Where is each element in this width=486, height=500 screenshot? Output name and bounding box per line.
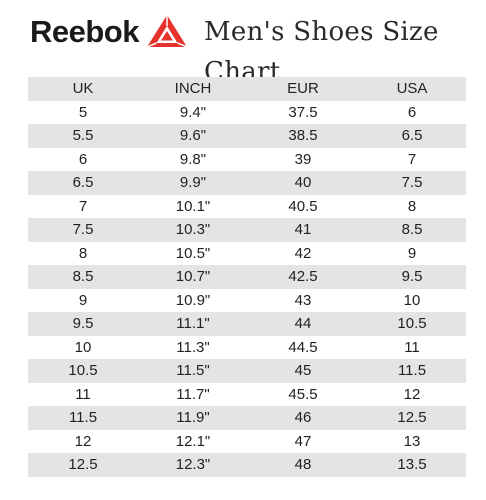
table-row: 8.5 10.7" 42.5 9.5 bbox=[28, 265, 466, 289]
cell-uk-size: 7 bbox=[78, 197, 88, 215]
cell-eur-size: 43 bbox=[294, 291, 312, 309]
cell-usa-size: 13 bbox=[403, 432, 421, 450]
cell-usa-size: 8 bbox=[407, 197, 417, 215]
cell-eur-size: 40 bbox=[294, 174, 312, 192]
cell-usa-size: 9.5 bbox=[401, 268, 423, 286]
cell-inch-length: 11.3" bbox=[176, 338, 210, 356]
cell-usa-size: 10 bbox=[403, 291, 421, 309]
cell-inch-length: 11.5" bbox=[176, 362, 210, 380]
header: Reebok Men's Shoes Size Chart bbox=[0, 0, 486, 87]
cell-inch-length: 11.7" bbox=[176, 385, 210, 403]
column-header-usa: USA bbox=[396, 80, 428, 98]
cell-uk-size: 12 bbox=[74, 432, 92, 450]
table-row: 10 11.3" 44.5 11 bbox=[28, 336, 466, 360]
cell-inch-length: 11.1" bbox=[176, 315, 210, 333]
cell-eur-size: 47 bbox=[294, 432, 312, 450]
table-row: 9 10.9" 43 10 bbox=[28, 289, 466, 313]
table-row: 12 12.1" 47 13 bbox=[28, 430, 466, 454]
cell-usa-size: 11.5 bbox=[397, 362, 427, 380]
cell-eur-size: 45 bbox=[294, 362, 312, 380]
cell-eur-size: 38.5 bbox=[288, 127, 318, 145]
reebok-delta-logo-icon bbox=[146, 15, 188, 48]
table-row: 12.5 12.3" 48 13.5 bbox=[28, 453, 466, 477]
cell-usa-size: 8.5 bbox=[401, 221, 423, 239]
cell-usa-size: 12 bbox=[403, 385, 421, 403]
cell-uk-size: 8.5 bbox=[72, 268, 94, 286]
table-row: 6.5 9.9" 40 7.5 bbox=[28, 171, 466, 195]
table-row: 7.5 10.3" 41 8.5 bbox=[28, 218, 466, 242]
table-row: 7 10.1" 40.5 8 bbox=[28, 195, 466, 219]
cell-eur-size: 42.5 bbox=[288, 268, 318, 286]
table-row: 8 10.5" 42 9 bbox=[28, 242, 466, 266]
cell-uk-size: 12.5 bbox=[68, 456, 98, 474]
cell-inch-length: 10.3" bbox=[175, 221, 211, 239]
cell-inch-length: 12.3" bbox=[175, 456, 211, 474]
cell-inch-length: 9.6" bbox=[179, 127, 207, 145]
cell-uk-size: 10.5 bbox=[68, 362, 98, 380]
cell-inch-length: 9.8" bbox=[179, 150, 207, 168]
size-table: UK INCH EUR USA 5 9.4" 37.5 6 5.5 9.6" 38.5 6.5… bbox=[28, 77, 466, 477]
table-row: 5.5 9.6" 38.5 6.5 bbox=[28, 124, 466, 148]
table-row: 10.5 11.5" 45 11.5 bbox=[28, 359, 466, 383]
table-row: 9.5 11.1" 44 10.5 bbox=[28, 312, 466, 336]
cell-uk-size: 10 bbox=[74, 338, 92, 356]
cell-eur-size: 45.5 bbox=[288, 385, 318, 403]
cell-eur-size: 44 bbox=[294, 315, 312, 333]
cell-eur-size: 42 bbox=[294, 244, 312, 262]
cell-usa-size: 6.5 bbox=[401, 127, 423, 145]
cell-inch-length: 9.9" bbox=[179, 174, 207, 192]
cell-uk-size: 7.5 bbox=[72, 221, 94, 239]
brand-name: Reebok bbox=[30, 14, 139, 49]
table-header-row: UK INCH EUR USA bbox=[28, 77, 466, 101]
cell-usa-size: 13.5 bbox=[397, 456, 427, 474]
table-row: 11 11.7" 45.5 12 bbox=[28, 383, 466, 407]
cell-usa-size: 9 bbox=[407, 244, 417, 262]
cell-eur-size: 41 bbox=[294, 221, 312, 239]
cell-usa-size: 7.5 bbox=[401, 174, 423, 192]
cell-eur-size: 37.5 bbox=[288, 103, 318, 121]
cell-uk-size: 9.5 bbox=[72, 315, 94, 333]
cell-inch-length: 9.4" bbox=[179, 103, 207, 121]
cell-uk-size: 5.5 bbox=[72, 127, 94, 145]
cell-usa-size: 11 bbox=[404, 338, 420, 356]
cell-eur-size: 40.5 bbox=[288, 197, 318, 215]
table-row: 11.5 11.9" 46 12.5 bbox=[28, 406, 466, 430]
cell-eur-size: 44.5 bbox=[288, 338, 318, 356]
cell-eur-size: 48 bbox=[294, 456, 312, 474]
cell-eur-size: 46 bbox=[294, 409, 312, 427]
cell-inch-length: 10.7" bbox=[175, 268, 211, 286]
cell-uk-size: 8 bbox=[78, 244, 88, 262]
cell-inch-length: 10.9" bbox=[175, 291, 211, 309]
cell-inch-length: 10.1" bbox=[175, 197, 211, 215]
column-header-inch: INCH bbox=[174, 80, 212, 98]
cell-inch-length: 10.5" bbox=[175, 244, 211, 262]
table-body: 5 9.4" 37.5 6 5.5 9.6" 38.5 6.5 6 9.8" 39 7 6.5 9.9" 4… bbox=[28, 101, 466, 477]
cell-uk-size: 6 bbox=[78, 150, 88, 168]
column-header-uk: UK bbox=[72, 80, 94, 98]
table-row: 6 9.8" 39 7 bbox=[28, 148, 466, 172]
column-header-eur: EUR bbox=[287, 80, 319, 98]
cell-usa-size: 10.5 bbox=[397, 315, 427, 333]
cell-usa-size: 6 bbox=[407, 103, 417, 121]
table-row: 5 9.4" 37.5 6 bbox=[28, 101, 466, 125]
cell-uk-size: 11 bbox=[75, 385, 91, 403]
cell-usa-size: 7 bbox=[407, 150, 417, 168]
cell-uk-size: 9 bbox=[78, 291, 88, 309]
cell-eur-size: 39 bbox=[294, 150, 312, 168]
cell-uk-size: 11.5 bbox=[68, 409, 98, 427]
cell-inch-length: 11.9" bbox=[176, 409, 210, 427]
cell-inch-length: 12.1" bbox=[175, 432, 211, 450]
cell-usa-size: 12.5 bbox=[397, 409, 427, 427]
cell-uk-size: 6.5 bbox=[72, 174, 94, 192]
cell-uk-size: 5 bbox=[78, 103, 88, 121]
